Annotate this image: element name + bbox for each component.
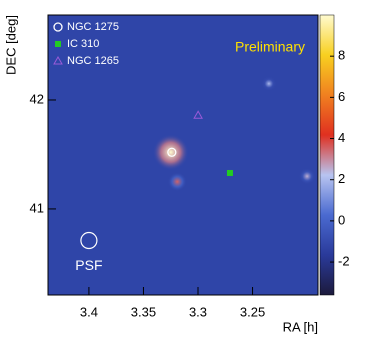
hotspot bbox=[152, 134, 189, 171]
legend-marker bbox=[55, 41, 61, 47]
hotspot bbox=[261, 76, 277, 92]
x-tick-label: 3.35 bbox=[131, 304, 156, 319]
colorbar-tick-label: 2 bbox=[338, 171, 345, 186]
x-tick-label: 3.3 bbox=[189, 304, 207, 319]
legend-marker bbox=[53, 55, 63, 65]
colorbar bbox=[319, 14, 335, 296]
marker bbox=[226, 169, 233, 176]
hotspot bbox=[298, 167, 316, 185]
marker bbox=[167, 147, 177, 157]
colorbar-tick-label: -2 bbox=[338, 253, 350, 268]
legend-label: IC 310 bbox=[67, 38, 99, 50]
annotation: Preliminary bbox=[235, 39, 305, 55]
psf-circle bbox=[80, 231, 98, 250]
y-axis-label: DEC [deg] bbox=[3, 15, 18, 75]
hotspot bbox=[167, 172, 187, 192]
legend-marker bbox=[53, 22, 63, 32]
x-tick-label: 3.25 bbox=[240, 304, 265, 319]
y-tick-label: 41 bbox=[30, 200, 44, 215]
marks bbox=[53, 22, 233, 176]
heatmap bbox=[152, 76, 316, 192]
psf-label: PSF bbox=[75, 257, 102, 273]
legend-label: NGC 1275 bbox=[67, 21, 119, 33]
legend-label: NGC 1265 bbox=[67, 55, 119, 67]
colorbar-tick-label: 6 bbox=[338, 89, 345, 104]
colorbar-tick-label: 8 bbox=[338, 48, 345, 63]
marker bbox=[193, 110, 203, 119]
x-axis-label: RA [h] bbox=[283, 319, 318, 334]
x-tick-label: 3.4 bbox=[80, 304, 98, 319]
y-tick-label: 42 bbox=[30, 91, 44, 106]
colorbar-tick-label: 0 bbox=[338, 212, 345, 227]
plot-frame bbox=[47, 14, 319, 296]
colorbar-tick-label: 4 bbox=[338, 130, 345, 145]
